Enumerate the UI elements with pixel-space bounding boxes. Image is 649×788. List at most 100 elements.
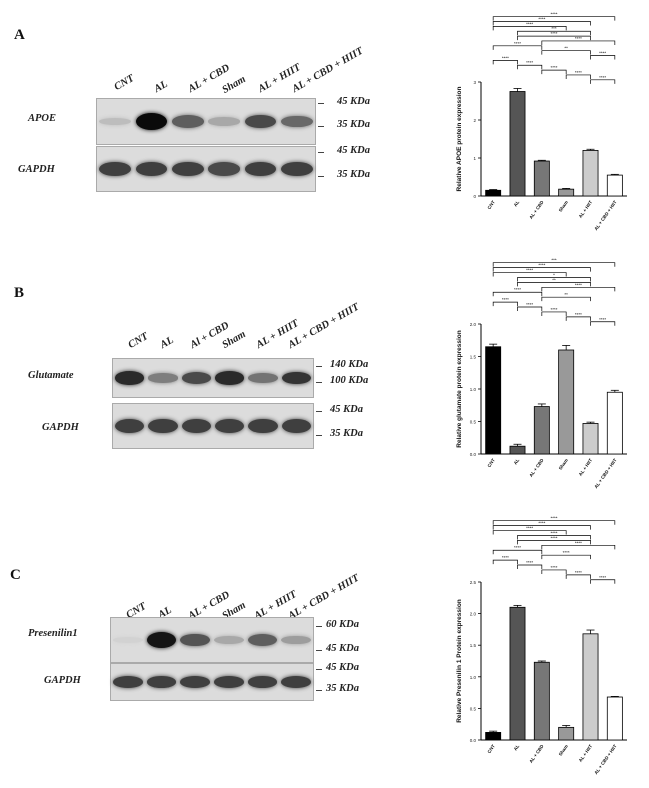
- significance-bracket: [517, 540, 591, 545]
- marker-label: 35 KDa: [337, 169, 370, 180]
- blot-label-apoe: APOE: [28, 113, 57, 124]
- y-tick-label: 3: [473, 80, 476, 85]
- significance-bracket: [492, 291, 543, 297]
- bar: [485, 189, 502, 197]
- marker-label: 140 KDa: [330, 359, 369, 370]
- lane-label: CNT: [112, 72, 137, 93]
- x-tick-label: AL + CBD + HIIT: [593, 200, 617, 232]
- significance-bracket: [492, 549, 543, 555]
- bar-chart-apoe: 0 1 2 3 Relative APOE protein expression CNT A…: [456, 12, 627, 232]
- significance-label: ****: [599, 75, 606, 80]
- significance-bracket: [541, 569, 567, 574]
- blot-label-gapdh: GAPDH: [44, 675, 81, 686]
- bar: [582, 633, 599, 741]
- significance-label: ****: [550, 530, 557, 535]
- significance-label: ****: [575, 540, 582, 545]
- significance-label: ***: [551, 258, 557, 263]
- significance-bracket: [517, 30, 591, 36]
- significance-bracket: [492, 530, 567, 535]
- bar: [485, 732, 502, 741]
- significance-bracket: [590, 579, 616, 584]
- significance-bracket: [492, 60, 518, 65]
- blot-band: [281, 635, 311, 645]
- x-tick-label: AL + CBD + HIIT: [593, 744, 617, 776]
- marker-tick: [318, 152, 324, 153]
- blot-band: [180, 633, 210, 647]
- significance-bracket: [492, 301, 518, 307]
- western-blot-apoe: [96, 98, 316, 145]
- significance-label: ****: [526, 268, 533, 273]
- y-tick-label: 2.5: [470, 580, 477, 585]
- blot-band: [99, 118, 132, 125]
- x-tick-label: AL + HIIT: [578, 458, 594, 477]
- bar: [533, 406, 550, 455]
- blot-band: [113, 676, 143, 688]
- blot-band: [247, 633, 278, 647]
- blot-label-gapdh: GAPDH: [18, 164, 55, 175]
- western-blot-glutamate: [112, 358, 314, 398]
- western-blot-gapdh: [96, 146, 316, 192]
- significance-label: ****: [550, 65, 557, 70]
- marker-tick: [318, 126, 324, 127]
- significance-label: **: [564, 292, 568, 297]
- panel-letter-b: B: [14, 285, 25, 301]
- marker-label: 45 KDa: [337, 145, 370, 156]
- y-tick-label: 1: [473, 156, 476, 161]
- significance-label: ****: [550, 565, 557, 570]
- marker-tick: [316, 690, 322, 691]
- marker-tick: [318, 103, 324, 104]
- significance-label: ****: [538, 17, 545, 22]
- significance-label: ****: [550, 31, 557, 36]
- significance-bracket: [590, 321, 616, 326]
- blot-band: [171, 115, 204, 128]
- y-tick-label: 1.5: [470, 643, 477, 648]
- bar: [558, 349, 575, 455]
- x-tick-label: AL: [513, 200, 521, 208]
- significance-bracket: [565, 74, 591, 79]
- significance-label: ****: [526, 526, 533, 531]
- blot-band: [247, 676, 278, 688]
- significance-bracket: [517, 564, 543, 570]
- y-tick-label: 1.5: [470, 355, 477, 360]
- significance-label: ****: [502, 55, 509, 60]
- x-tick-label: AL + CBD + HIIT: [593, 458, 617, 490]
- bar: [606, 391, 623, 455]
- y-tick-label: 0.5: [470, 706, 477, 711]
- significance-bracket: [517, 35, 591, 41]
- blot-band: [135, 112, 168, 131]
- blot-band: [180, 676, 210, 688]
- significance-bracket: [492, 520, 616, 525]
- marker-label: 35 KDa: [326, 683, 359, 694]
- blot-band: [146, 676, 177, 688]
- significance-label: ****: [538, 263, 545, 268]
- x-tick-label: AL + HIIT: [578, 744, 594, 763]
- lane-label: AL: [152, 78, 170, 95]
- significance-bracket: [541, 69, 567, 75]
- significance-bracket: [492, 525, 591, 530]
- bar: [558, 188, 575, 197]
- western-blot-gapdh: [112, 403, 314, 449]
- marker-tick: [316, 382, 322, 383]
- blot-band: [214, 676, 244, 688]
- significance-label: ****: [575, 312, 582, 317]
- significance-bracket: [541, 40, 616, 45]
- blot-band: [146, 631, 177, 649]
- significance-bracket: [590, 79, 616, 84]
- blot-band: [113, 637, 143, 643]
- y-axis-label: Relative APOE protein expression: [456, 87, 463, 192]
- y-tick-label: 0.5: [470, 420, 477, 425]
- y-tick-label: 0.0: [470, 452, 477, 457]
- bar: [509, 606, 526, 741]
- marker-tick: [316, 669, 322, 670]
- significance-label: ****: [514, 41, 521, 46]
- significance-bracket: [541, 554, 591, 560]
- y-tick-label: 0: [473, 194, 476, 199]
- x-tick-label: AL + CBD: [528, 199, 545, 220]
- significance-bracket: [492, 262, 616, 267]
- blot-band: [208, 117, 241, 126]
- blot-band: [215, 371, 245, 385]
- y-tick-label: 0.0: [470, 738, 477, 743]
- bar: [606, 174, 623, 197]
- x-tick-label: AL: [513, 458, 521, 466]
- significance-label: ****: [599, 575, 606, 580]
